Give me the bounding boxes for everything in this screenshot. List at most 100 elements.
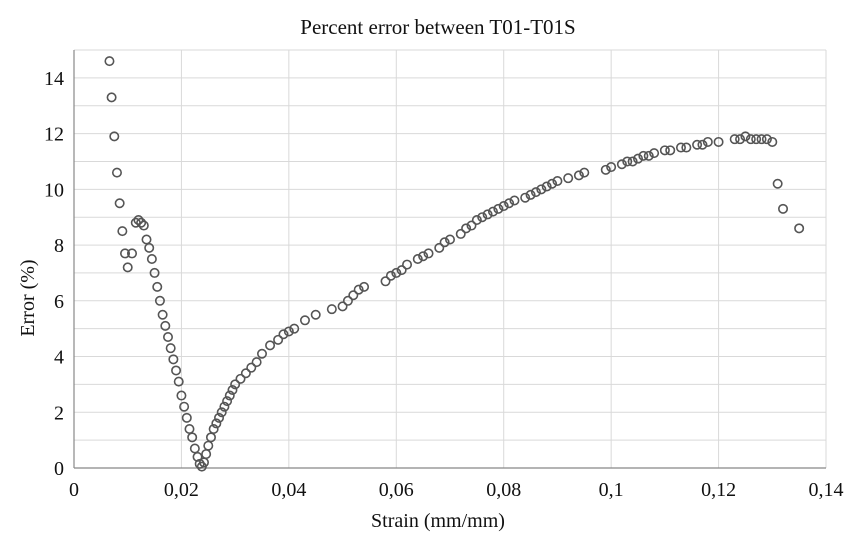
data-point: [283, 326, 294, 337]
data-point: [423, 248, 434, 259]
data-point: [109, 131, 120, 142]
data-point: [194, 458, 205, 469]
data-point: [173, 376, 184, 387]
data-point: [160, 320, 171, 331]
data-point: [520, 192, 531, 203]
y-tick-label: 4: [54, 347, 64, 369]
data-point: [616, 159, 627, 170]
data-point: [114, 198, 125, 209]
data-point: [216, 407, 227, 418]
y-axis-label: Error (%): [17, 259, 39, 336]
data-point: [211, 418, 222, 429]
data-point: [222, 396, 233, 407]
data-point: [359, 281, 370, 292]
y-tick-label: 6: [54, 291, 64, 313]
data-point: [702, 136, 713, 147]
data-point: [141, 234, 152, 245]
data-point: [675, 142, 686, 153]
data-point: [509, 195, 520, 206]
data-point: [471, 214, 482, 225]
data-point: [189, 443, 200, 454]
data-point: [184, 423, 195, 434]
data-point: [176, 390, 187, 401]
data-point: [299, 315, 310, 326]
x-tick-label: 0,08: [486, 479, 521, 501]
data-point: [649, 148, 660, 159]
data-point: [735, 134, 746, 145]
data-point: [154, 295, 165, 306]
data-point: [794, 223, 805, 234]
y-tick-label: 14: [44, 68, 64, 90]
data-point: [772, 178, 783, 189]
data-point: [632, 153, 643, 164]
data-point: [171, 365, 182, 376]
data-point: [227, 384, 238, 395]
data-point: [606, 162, 617, 173]
data-point: [214, 412, 225, 423]
data-point: [455, 228, 466, 239]
data-point: [149, 267, 160, 278]
data-point: [756, 134, 767, 145]
chart-title: Percent error between T01-T01S: [300, 15, 575, 39]
y-tick-label: 8: [54, 235, 64, 257]
data-point: [385, 270, 396, 281]
y-tick-label: 2: [54, 402, 64, 424]
data-point: [767, 136, 778, 147]
data-point: [745, 134, 756, 145]
x-tick-label: 0,02: [164, 479, 199, 501]
data-point: [600, 164, 611, 175]
data-points: [104, 56, 805, 472]
data-point: [434, 242, 445, 253]
data-point: [487, 206, 498, 217]
data-point: [265, 340, 276, 351]
data-point: [504, 198, 515, 209]
data-point: [418, 251, 429, 262]
data-point: [157, 309, 168, 320]
x-axis-label: Strain (mm/mm): [371, 510, 505, 532]
data-point: [353, 284, 364, 295]
data-point: [111, 167, 122, 178]
data-point: [187, 432, 198, 443]
data-point: [391, 267, 402, 278]
data-point: [493, 203, 504, 214]
data-point: [219, 401, 230, 412]
y-tick-label: 12: [44, 124, 64, 146]
data-point: [120, 248, 131, 259]
tick-labels: 0 0,02 0,04 0,06 0,08 0,1 0,12 0,14 0 2 4 6 8 10 12 14: [44, 68, 844, 501]
data-point: [638, 150, 649, 161]
data-point: [117, 226, 128, 237]
x-tick-label: 0,12: [701, 479, 736, 501]
data-point: [643, 150, 654, 161]
axes: [73, 50, 826, 469]
y-tick-label: 0: [54, 458, 64, 480]
data-point: [179, 401, 190, 412]
data-point: [536, 184, 547, 195]
data-point: [273, 334, 284, 345]
data-point: [541, 181, 552, 192]
data-point: [627, 156, 638, 167]
data-point: [778, 203, 789, 214]
data-point: [230, 379, 241, 390]
data-point: [152, 281, 163, 292]
data-point: [482, 209, 493, 220]
grid-lines: [74, 49, 827, 468]
data-point: [402, 259, 413, 270]
data-point: [547, 178, 558, 189]
data-point: [104, 56, 115, 67]
data-point: [278, 329, 289, 340]
data-point: [224, 390, 235, 401]
data-point: [665, 145, 676, 156]
data-point: [168, 354, 179, 365]
data-point: [342, 295, 353, 306]
data-point: [477, 212, 488, 223]
data-point: [498, 201, 509, 212]
data-point: [622, 156, 633, 167]
data-point: [181, 412, 192, 423]
x-tick-label: 0,1: [599, 479, 624, 501]
data-point: [713, 136, 724, 147]
data-point: [106, 92, 117, 103]
data-point: [692, 139, 703, 150]
x-tick-label: 0: [69, 479, 79, 501]
data-point: [563, 173, 574, 184]
data-point: [146, 254, 157, 265]
